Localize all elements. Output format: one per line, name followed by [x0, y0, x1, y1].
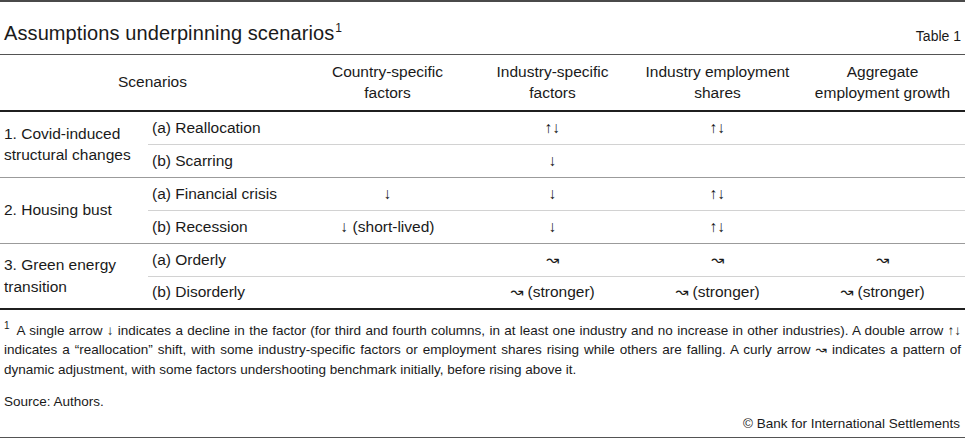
value-cell	[800, 144, 965, 177]
value-cell: ↑↓	[635, 210, 800, 243]
table-header: Scenarios Country-specific factors Indus…	[0, 55, 965, 111]
value-cell	[305, 276, 470, 309]
value-cell: ↓	[470, 210, 635, 243]
table-number-label: Table 1	[916, 28, 961, 45]
source-line: Source: Authors.	[0, 380, 965, 409]
value-cell: ↑↓	[635, 111, 800, 144]
footnote-text: A single arrow ↓ indicates a decline in …	[4, 323, 961, 377]
group-label-housing-bust: 2. Housing bust	[0, 177, 148, 243]
column-header-aggregate-employment-growth: Aggregate employment growth	[800, 55, 965, 111]
page-title-text: Assumptions underpinning scenarios	[4, 22, 334, 44]
table-page: Assumptions underpinning scenarios1 Tabl…	[0, 0, 965, 445]
group-label-covid: 1. Covid-induced structural changes	[0, 111, 148, 177]
value-cell	[305, 111, 470, 144]
scenario-cell: (a) Reallocation	[148, 111, 305, 144]
value-cell: ↝	[635, 243, 800, 276]
header-row: Scenarios Country-specific factors Indus…	[0, 55, 965, 111]
title-bar: Assumptions underpinning scenarios1 Tabl…	[0, 2, 965, 55]
title-footnote-marker: 1	[335, 21, 342, 35]
value-cell: ↝ (stronger)	[470, 276, 635, 309]
footnote: 1A single arrow ↓ indicates a decline in…	[0, 310, 965, 380]
value-cell: ↝	[800, 243, 965, 276]
table-row: 3. Green energy transition (a) Orderly ↝…	[0, 243, 965, 276]
column-header-scenarios: Scenarios	[0, 55, 305, 111]
value-cell: ↓	[470, 177, 635, 210]
value-cell: ↓	[305, 177, 470, 210]
assumptions-table: Scenarios Country-specific factors Indus…	[0, 55, 965, 310]
value-cell: ↝ (stronger)	[800, 276, 965, 309]
value-cell	[800, 111, 965, 144]
scenario-cell: (b) Recession	[148, 210, 305, 243]
value-cell	[635, 144, 800, 177]
scenario-cell: (b) Scarring	[148, 144, 305, 177]
page-title: Assumptions underpinning scenarios1	[4, 21, 342, 45]
table-row: 2. Housing bust (a) Financial crisis ↓ ↓…	[0, 177, 965, 210]
value-cell	[800, 177, 965, 210]
value-cell: ↝	[470, 243, 635, 276]
scenario-cell: (b) Disorderly	[148, 276, 305, 309]
value-cell	[800, 210, 965, 243]
bottom-rule	[0, 437, 965, 438]
table-row: 1. Covid-induced structural changes (a) …	[0, 111, 965, 144]
scenario-cell: (a) Financial crisis	[148, 177, 305, 210]
scenario-cell: (a) Orderly	[148, 243, 305, 276]
column-header-country-specific-factors: Country-specific factors	[305, 55, 470, 111]
value-cell: ↓ (short-lived)	[305, 210, 470, 243]
value-cell	[305, 144, 470, 177]
table-body: 1. Covid-induced structural changes (a) …	[0, 111, 965, 309]
value-cell: ↑↓	[635, 177, 800, 210]
value-cell: ↓	[470, 144, 635, 177]
column-header-industry-specific-factors: Industry-specific factors	[470, 55, 635, 111]
group-label-green-energy: 3. Green energy transition	[0, 243, 148, 309]
copyright-line: © Bank for International Settlements	[743, 416, 960, 431]
value-cell: ↝ (stronger)	[635, 276, 800, 309]
column-header-industry-employment-shares: Industry employment shares	[635, 55, 800, 111]
footnote-marker: 1	[4, 320, 10, 331]
value-cell: ↑↓	[470, 111, 635, 144]
value-cell	[305, 243, 470, 276]
